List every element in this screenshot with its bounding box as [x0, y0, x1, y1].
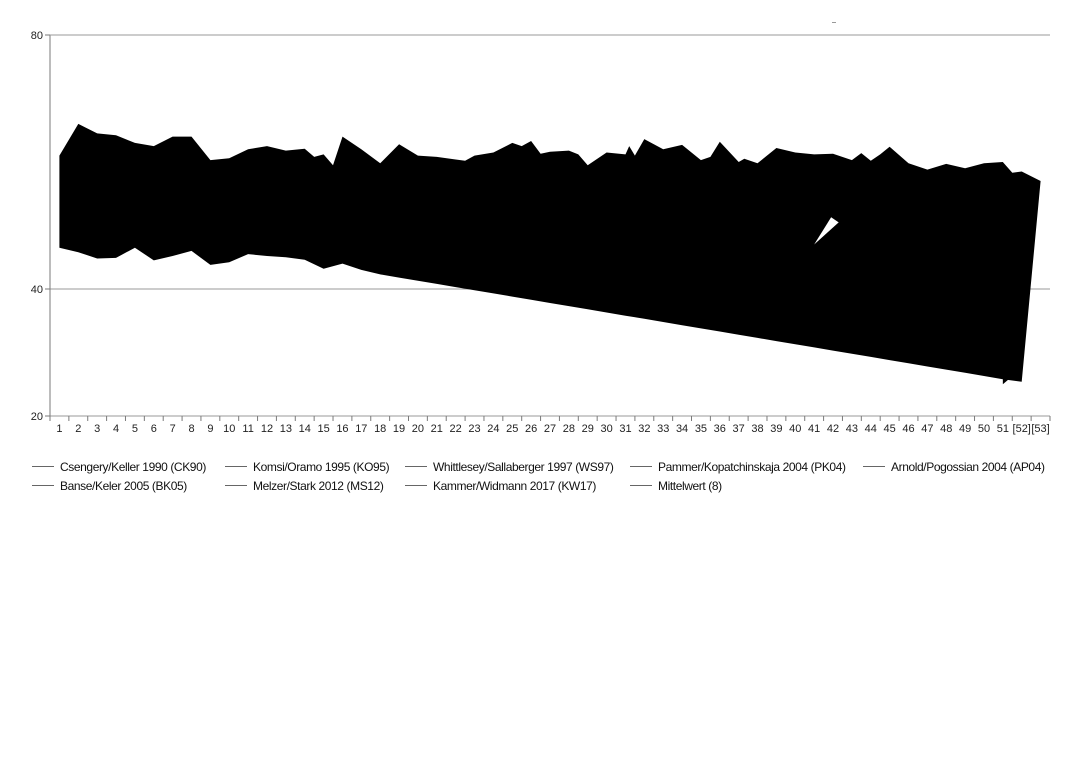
x-tick-label: 47: [921, 423, 933, 435]
x-tick-label: 21: [431, 423, 443, 435]
x-tick-label: 26: [525, 423, 537, 435]
legend-item: Kammer/Widmann 2017 (KW17): [405, 479, 630, 493]
x-tick-label: 33: [657, 423, 669, 435]
legend-label: Whittlesey/Sallaberger 1997 (WS97): [433, 459, 614, 474]
legend-item: Arnold/Pogossian 2004 (AP04): [863, 460, 1045, 474]
x-tick-label: 43: [846, 423, 858, 435]
x-tick-label: 27: [544, 423, 556, 435]
x-tick-label: 48: [940, 423, 952, 435]
legend-swatch: [32, 466, 54, 467]
y-axis: 20 40 80: [31, 30, 50, 423]
x-tick-label: 42: [827, 423, 839, 435]
legend-swatch: [225, 466, 247, 467]
x-tick-label: 34: [676, 423, 688, 435]
x-tick-label: 4: [113, 423, 119, 435]
x-tick-label: 29: [582, 423, 594, 435]
x-tick-label: 14: [299, 423, 311, 435]
x-tick-label: 2: [75, 423, 81, 435]
legend-swatch: [405, 466, 427, 467]
legend-item: Mittelwert (8): [630, 479, 722, 493]
x-tick-label: 22: [450, 423, 462, 435]
legend-swatch: [863, 466, 885, 467]
x-tick-label: [52]: [1013, 423, 1031, 435]
x-tick-label: 5: [132, 423, 138, 435]
legend-item: Komsi/Oramo 1995 (KO95): [225, 460, 405, 474]
legend-row: Csengery/Keller 1990 (CK90) Komsi/Oramo …: [32, 457, 1062, 476]
x-tick-label: 6: [151, 423, 157, 435]
legend-label: Mittelwert (8): [658, 478, 722, 493]
legend-label: Csengery/Keller 1990 (CK90): [60, 459, 206, 474]
x-tick-label: 31: [619, 423, 631, 435]
legend-item: Whittlesey/Sallaberger 1997 (WS97): [405, 460, 630, 474]
legend-label: Pammer/Kopatchinskaja 2004 (PK04): [658, 459, 846, 474]
x-tick-label: 44: [865, 423, 877, 435]
x-axis: 1 2 3 4 5 6 7 8 9 10 11 12 13 14 15 16 17 18 19 20 21 22 23 24 2…: [49, 416, 1051, 435]
legend-label: Kammer/Widmann 2017 (KW17): [433, 478, 596, 493]
x-tick-label: 38: [751, 423, 763, 435]
x-tick-label: 39: [770, 423, 782, 435]
legend-swatch: [32, 485, 54, 486]
y-tick-label: 40: [31, 284, 43, 296]
x-tick-label: 30: [600, 423, 612, 435]
legend-label: Melzer/Stark 2012 (MS12): [253, 478, 384, 493]
legend-item: Melzer/Stark 2012 (MS12): [225, 479, 405, 493]
x-tick-label: 36: [714, 423, 726, 435]
x-tick-label: 16: [336, 423, 348, 435]
series-area: [59, 123, 1041, 385]
x-tick-label: 13: [280, 423, 292, 435]
legend-label: Arnold/Pogossian 2004 (AP04): [891, 459, 1045, 474]
x-tick-label: 28: [563, 423, 575, 435]
x-tick-label: 1: [56, 423, 62, 435]
legend-row: Banse/Keler 2005 (BK05) Melzer/Stark 201…: [32, 476, 1062, 495]
x-tick-label: 10: [223, 423, 235, 435]
legend-item: Pammer/Kopatchinskaja 2004 (PK04): [630, 460, 863, 474]
x-tick-label: 9: [207, 423, 213, 435]
x-tick-label: 46: [902, 423, 914, 435]
x-tick-label: 8: [188, 423, 194, 435]
x-tick-label: 51: [997, 423, 1009, 435]
x-tick-label: [53]: [1031, 423, 1049, 435]
legend-swatch: [630, 466, 652, 467]
x-tick-label: 23: [468, 423, 480, 435]
legend: Csengery/Keller 1990 (CK90) Komsi/Oramo …: [32, 457, 1062, 495]
series-spike: [1002, 238, 1018, 385]
x-tick-label: 12: [261, 423, 273, 435]
legend-swatch: [405, 485, 427, 486]
x-tick-label: 3: [94, 423, 100, 435]
x-tick-label: 7: [170, 423, 176, 435]
legend-swatch: [630, 485, 652, 486]
legend-label: Komsi/Oramo 1995 (KO95): [253, 459, 390, 474]
x-tick-label: 24: [487, 423, 499, 435]
y-tick-label: 80: [31, 30, 43, 42]
legend-label: Banse/Keler 2005 (BK05): [60, 478, 187, 493]
x-tick-label: 45: [883, 423, 895, 435]
x-tick-label: 50: [978, 423, 990, 435]
series-gap: [814, 217, 839, 245]
x-tick-label: 17: [355, 423, 367, 435]
series-band: [59, 123, 1041, 382]
x-tick-label: 40: [789, 423, 801, 435]
x-tick-label: 19: [393, 423, 405, 435]
stray-mark: [832, 22, 836, 23]
legend-swatch: [225, 485, 247, 486]
legend-item: Banse/Keler 2005 (BK05): [32, 479, 225, 493]
x-tick-label: 20: [412, 423, 424, 435]
x-tick-label: 11: [242, 423, 253, 435]
x-tick-label: 15: [317, 423, 329, 435]
x-tick-label: 18: [374, 423, 386, 435]
legend-item: Csengery/Keller 1990 (CK90): [32, 460, 225, 474]
x-tick-label: 41: [808, 423, 820, 435]
x-tick-label: 25: [506, 423, 518, 435]
x-tick-label: 32: [638, 423, 650, 435]
y-tick-label: 20: [31, 411, 43, 423]
x-tick-label: 35: [695, 423, 707, 435]
plot-frame: [49, 34, 1050, 416]
x-tick-label: 37: [733, 423, 745, 435]
x-tick-label: 49: [959, 423, 971, 435]
